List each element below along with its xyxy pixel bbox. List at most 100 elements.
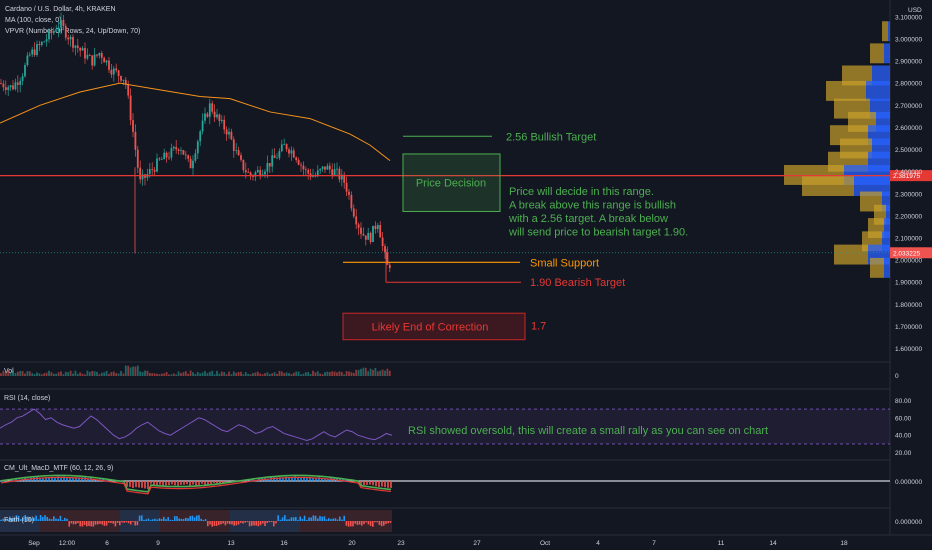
candle-body [165, 152, 168, 158]
candle-body [91, 55, 94, 66]
price-tick-label: 3.000000 [895, 36, 922, 43]
volume-bar [110, 372, 113, 376]
volume-bar [244, 372, 247, 376]
macd-histogram-bar [171, 481, 173, 485]
volume-bar [172, 373, 175, 376]
candle-body [376, 224, 379, 230]
faith-bar [64, 517, 66, 521]
faith-bar [380, 521, 383, 527]
macd-histogram-bar [225, 481, 227, 483]
candle-body [228, 131, 230, 135]
macd-histogram-bar [183, 481, 185, 485]
rsi-axis: 80.00 60.00 40.00 20.00 [895, 398, 912, 457]
annotation-line: A break above this range is bullish [509, 200, 676, 212]
faith-bar [20, 519, 22, 521]
price-decision-axis-tag [890, 170, 932, 182]
candle-body [388, 264, 391, 269]
candle-body [64, 26, 67, 38]
faith-bar [134, 521, 136, 526]
volume-profile-row-buy [882, 191, 890, 212]
time-axis[interactable]: Sep 12:00 6 9 13 16 20 23 27 Oct 4 7 11 14 18 [28, 540, 848, 547]
macd-legend[interactable]: CM_Ult_MacD_MTF (60, 12, 26, 9) [4, 465, 113, 472]
candle-body [213, 111, 216, 118]
macd-histogram-bar [159, 481, 161, 485]
macd-histogram-bar [360, 481, 362, 486]
volume-bar [36, 372, 38, 376]
faith-bar [13, 517, 15, 521]
candle-body [9, 85, 12, 88]
time-tick-label: 27 [473, 540, 481, 547]
volume-bar [182, 372, 185, 376]
faith-bar [270, 521, 273, 523]
candle-body [386, 252, 389, 265]
faith-bar [334, 518, 337, 521]
volume-bar [187, 373, 190, 376]
faith-bar [336, 519, 339, 521]
macd-histogram-bar [186, 481, 188, 485]
candle-body [98, 53, 101, 56]
volume-bar [199, 373, 202, 376]
candle-body [321, 166, 324, 169]
rsi-line [0, 408, 393, 441]
candle-body [340, 174, 343, 180]
volume-bar [127, 365, 130, 376]
price-axis[interactable]: 3.100000 3.000000 2.900000 2.800000 2.700000… [895, 14, 922, 353]
candle-body [96, 54, 98, 56]
faith-bar [248, 521, 251, 527]
macd-histogram-bar [315, 477, 317, 482]
faith-legend[interactable]: Faith (10) [4, 517, 34, 524]
volume-bar [115, 373, 118, 376]
faith-plot [0, 510, 392, 532]
candle-body [194, 153, 197, 161]
faith-bar [306, 519, 308, 521]
volume-bar [228, 371, 230, 376]
ma-legend[interactable]: MA (100, close, 0) [5, 17, 61, 24]
candle-body [285, 144, 288, 150]
faith-bar [189, 516, 191, 521]
volume-bar [168, 374, 170, 376]
volume-bar [40, 374, 43, 376]
candle-body [180, 150, 182, 151]
faith-bar [275, 521, 277, 524]
candle-body [374, 225, 377, 230]
volume-bar [67, 372, 70, 376]
volume-bar [316, 371, 319, 376]
volume-bar [208, 371, 211, 376]
candle-body [192, 160, 194, 169]
candle-body [225, 129, 228, 135]
macd-histogram-bar [297, 477, 299, 482]
vpvr-legend[interactable]: VPVR (Number Of Rows, 24, Up/Down, 70) [5, 28, 140, 35]
faith-bar [31, 518, 33, 521]
price-decision-box[interactable] [402, 153, 501, 212]
candle-body [148, 169, 151, 174]
macd-histogram-bar [276, 477, 278, 482]
candle-body [14, 82, 17, 90]
macd-histogram-bar [39, 477, 41, 482]
faith-bar [193, 517, 196, 521]
candle-body [336, 168, 338, 170]
likely-end-box[interactable] [342, 312, 526, 341]
volume-bar [151, 373, 154, 376]
macd-histogram-bar [81, 477, 83, 482]
faith-bar [226, 521, 229, 524]
faith-bar [372, 521, 374, 527]
macd-histogram-bar [192, 481, 194, 485]
candle-body [168, 157, 170, 159]
macd-histogram-bar [291, 476, 293, 482]
faith-bar [286, 519, 288, 521]
volume-bar [355, 369, 358, 376]
candle-body [367, 232, 370, 240]
rsi-legend[interactable]: RSI (14, close) [4, 395, 50, 402]
candle-body [115, 68, 118, 71]
volume-bar [225, 374, 228, 376]
faith-bar [244, 521, 246, 523]
faith-bar [290, 517, 293, 521]
candle-body [158, 158, 161, 160]
faith-bar [112, 521, 114, 524]
faith-bar [169, 519, 172, 521]
volume-bar [72, 373, 74, 376]
symbol-legend[interactable]: Cardano / U.S. Dollar, 4h, KRAKEN [5, 6, 116, 13]
candle-body [360, 227, 362, 234]
rsi-tick-label: 60.00 [895, 415, 912, 422]
